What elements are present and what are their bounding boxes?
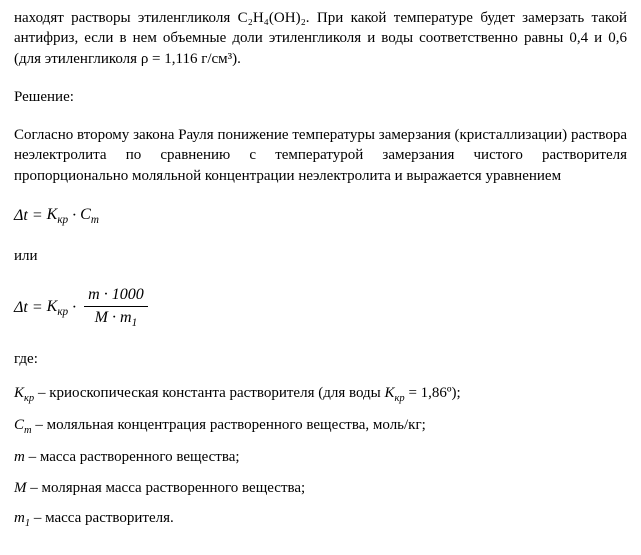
def-kkr: Kкр – криоскопическая константа раствори… <box>14 379 627 409</box>
solution-heading: Решение: <box>14 87 627 107</box>
eq1-lhs: Δt <box>14 205 28 227</box>
def-m1: m1 – масса растворителя. <box>14 504 627 534</box>
eq2-k: Kкр <box>47 296 69 320</box>
or-label: или <box>14 246 627 266</box>
where-label: где: <box>14 349 627 369</box>
definitions-list: Kкр – криоскопическая константа раствори… <box>14 379 627 534</box>
def-m: m – масса растворенного вещества; <box>14 443 627 472</box>
theory-paragraph: Согласно второму закона Рауля понижение … <box>14 125 627 186</box>
equation-1: Δt = Kкр · Cm <box>14 204 627 228</box>
def-cm: Cm – моляльная концентрация растворенног… <box>14 411 627 441</box>
eq2-lhs: Δt <box>14 297 28 319</box>
problem-statement: находят растворы этиленгликоля C₂H₄(OH)₂… <box>14 8 627 69</box>
eq2-fraction: m · 1000 M · m1 <box>84 284 148 331</box>
def-big-m: M – молярная масса растворенного веществ… <box>14 474 627 503</box>
equation-2: Δt = Kкр · m · 1000 M · m1 <box>14 284 627 331</box>
eq1-c: Cm <box>80 204 99 228</box>
eq1-k: Kкр <box>47 204 69 228</box>
